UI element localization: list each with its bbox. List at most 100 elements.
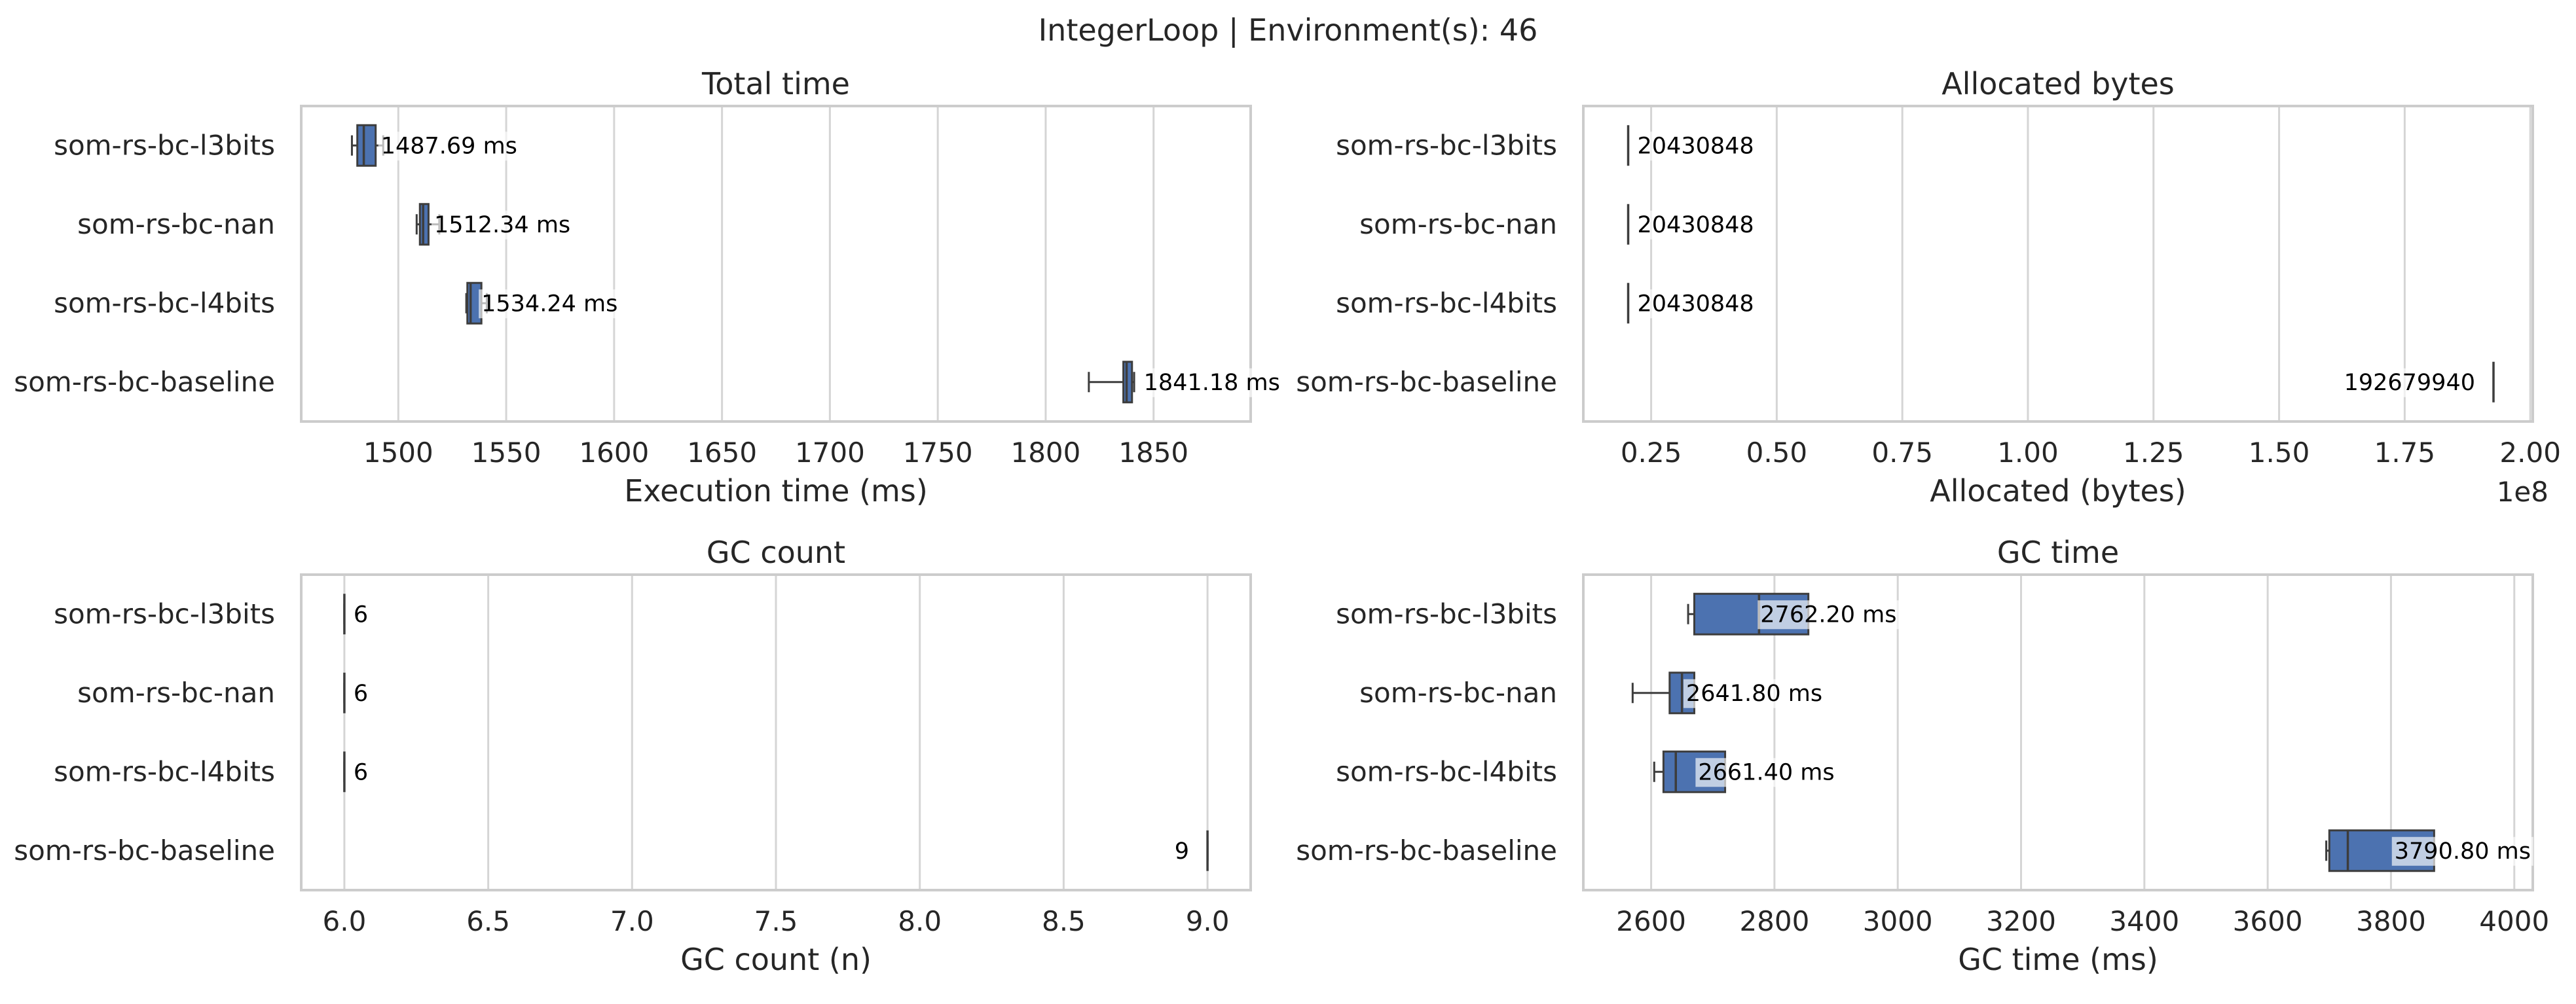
x-tick-label: 1700 [795, 437, 865, 469]
x-tick-label: 1750 [903, 437, 973, 469]
x-tick-label: 1650 [687, 437, 757, 469]
data-label: 20430848 [1634, 289, 1757, 319]
x-tick-label: 2.00 [2499, 437, 2561, 469]
x-tick-label: 1.25 [2123, 437, 2184, 469]
x-tick-label: 0.25 [1621, 437, 1682, 469]
data-label: 2641.80 ms [1683, 679, 1826, 708]
data-label: 20430848 [1634, 210, 1757, 240]
category-label: som-rs-bc-nan [1359, 677, 1557, 709]
x-axis-label: Execution time (ms) [624, 473, 928, 509]
category-label: som-rs-bc-l3bits [1336, 129, 1557, 161]
x-tick-label: 6.0 [323, 905, 367, 937]
x-tick-label: 3200 [1986, 905, 2056, 937]
data-label-text: 6 [354, 681, 368, 707]
data-label-bg [1757, 600, 1900, 630]
data-label-bg [350, 758, 371, 787]
panels: Total time 1500 1550 1600 1650 1700 1750 1800 18… [14, 66, 2561, 977]
x-tick-label: 1500 [363, 437, 433, 469]
x-tick-label: 8.5 [1042, 905, 1086, 937]
category-label: som-rs-bc-nan [77, 677, 275, 709]
x-tick-label: 0.50 [1746, 437, 1808, 469]
x-tick-label: 1550 [471, 437, 542, 469]
x-tick-label: 0.75 [1871, 437, 1933, 469]
x-tick-label: 7.5 [754, 905, 798, 937]
data-label-bg [1634, 210, 1757, 240]
x-tick-label: 8.0 [898, 905, 942, 937]
panel-2: GC count 6.0 6.5 7.0 7.5 8.0 8.5 9.0 GC count (n… [14, 535, 1252, 977]
figure-suptitle: IntegerLoop | Environment(s): 46 [1039, 12, 1538, 48]
x-tick-label: 1800 [1010, 437, 1080, 469]
data-label: 1487.69 ms [378, 132, 520, 161]
data-label-text: 1841.18 ms [1144, 370, 1280, 396]
data-label-bg [1171, 836, 1192, 866]
data-label-bg [2391, 836, 2533, 866]
panel-3: GC time 2600 2800 3000 3200 3400 3600 3800 4000 G… [1296, 535, 2549, 977]
x-axis-label: GC count (n) [680, 942, 872, 977]
panel-title: Total time [701, 66, 850, 101]
category-label: som-rs-bc-baseline [1296, 366, 1557, 398]
data-label: 3790.80 ms [2391, 836, 2533, 866]
x-tick-label: 1850 [1118, 437, 1188, 469]
data-label-text: 20430848 [1638, 291, 1754, 317]
data-label-bg [2341, 368, 2478, 397]
data-label-bg [378, 132, 520, 161]
data-label-text: 6 [354, 759, 368, 785]
x-tick-label: 7.0 [610, 905, 654, 937]
data-label: 2661.40 ms [1695, 758, 1837, 787]
data-label-bg [1634, 132, 1757, 161]
x-tick-label: 3400 [2109, 905, 2179, 937]
data-label-text: 1512.34 ms [434, 212, 570, 238]
data-label-bg [1683, 679, 1826, 708]
data-label: 1841.18 ms [1141, 368, 1283, 397]
x-tick-label: 2600 [1616, 905, 1686, 937]
panel-0: Total time 1500 1550 1600 1650 1700 1750 1800 18… [14, 66, 1283, 509]
category-label: som-rs-bc-l4bits [54, 287, 275, 319]
x-tick-label: 1.75 [2374, 437, 2436, 469]
data-label-text: 20430848 [1638, 133, 1754, 159]
data-label-text: 1487.69 ms [381, 133, 517, 159]
x-axis-label: Allocated (bytes) [1930, 473, 2186, 509]
panel-title: GC time [1997, 535, 2119, 570]
panel-title: GC count [707, 535, 845, 570]
data-label-text: 2661.40 ms [1698, 759, 1834, 785]
axis-offset-label: 1e8 [2497, 476, 2548, 508]
panel-title: Allocated bytes [1941, 66, 2175, 101]
data-label-bg [1141, 368, 1283, 397]
x-tick-label: 1.00 [1997, 437, 2059, 469]
x-tick-label: 4000 [2479, 905, 2549, 937]
data-label: 192679940 [2341, 368, 2478, 397]
category-label: som-rs-bc-nan [77, 208, 275, 240]
data-label-text: 192679940 [2344, 370, 2475, 396]
x-tick-label: 6.5 [466, 905, 510, 937]
x-tick-label: 1.50 [2249, 437, 2310, 469]
x-tick-label: 2800 [1739, 905, 1809, 937]
data-label-text: 6 [354, 601, 368, 628]
data-label-bg [1634, 289, 1757, 319]
x-tick-label: 9.0 [1186, 905, 1230, 937]
category-label: som-rs-bc-nan [1359, 208, 1557, 240]
data-label-bg [431, 210, 574, 240]
data-label: 2762.20 ms [1757, 600, 1900, 630]
data-label-text: 3790.80 ms [2395, 838, 2531, 865]
category-label: som-rs-bc-l3bits [54, 598, 275, 630]
category-label: som-rs-bc-l3bits [54, 129, 275, 161]
category-label: som-rs-bc-baseline [14, 366, 275, 398]
data-label-text: 2762.20 ms [1760, 601, 1896, 628]
data-label: 6 [350, 679, 371, 708]
axes-frame [300, 105, 1252, 423]
data-label-text: 1534.24 ms [481, 291, 617, 317]
x-tick-label: 3600 [2233, 905, 2303, 937]
category-label: som-rs-bc-l4bits [1336, 287, 1557, 319]
data-label-bg [479, 289, 621, 319]
category-label: som-rs-bc-l4bits [1336, 755, 1557, 787]
data-label-text: 9 [1175, 838, 1189, 865]
data-label-bg [1695, 758, 1837, 787]
axes-frame [300, 573, 1252, 891]
category-label: som-rs-bc-l4bits [54, 755, 275, 787]
data-label: 6 [350, 600, 371, 630]
data-label: 1512.34 ms [431, 210, 574, 240]
data-label-bg [350, 679, 371, 708]
x-axis-label: GC time (ms) [1958, 942, 2158, 977]
x-tick-label: 1600 [579, 437, 649, 469]
